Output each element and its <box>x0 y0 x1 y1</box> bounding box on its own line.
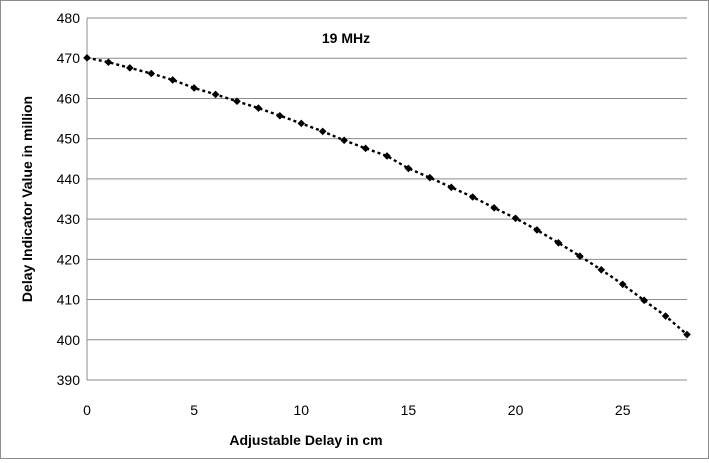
x-axis-title: Adjustable Delay in cm <box>229 432 382 448</box>
data-point <box>190 84 198 92</box>
data-point <box>383 152 391 160</box>
data-point <box>233 97 241 106</box>
data-point <box>104 58 113 67</box>
data-point <box>126 64 134 72</box>
data-point <box>318 127 327 136</box>
data-point <box>168 76 177 84</box>
x-axis-ticks: 0 5 10 15 20 25 <box>83 402 631 418</box>
data-point <box>447 183 456 192</box>
data-point <box>683 330 691 339</box>
y-tick-label: 440 <box>57 171 81 187</box>
x-tick-label: 5 <box>190 402 198 418</box>
data-point <box>297 119 306 128</box>
y-tick-label: 390 <box>57 372 81 388</box>
x-tick-label: 25 <box>615 402 631 418</box>
data-point <box>83 54 91 62</box>
y-tick-label: 410 <box>57 292 81 308</box>
series-line <box>86 56 688 336</box>
data-point <box>404 164 413 173</box>
y-axis-ticks: 390 400 410 420 430 440 450 460 470 480 <box>57 10 81 388</box>
data-point <box>640 296 648 305</box>
data-point <box>340 136 348 145</box>
gridlines <box>86 17 687 381</box>
data-point <box>426 173 434 182</box>
y-tick-label: 460 <box>57 90 81 106</box>
y-tick-label: 430 <box>57 211 81 227</box>
data-point <box>361 144 370 153</box>
y-tick-label: 450 <box>57 131 81 147</box>
series-markers <box>83 54 691 339</box>
data-point <box>468 193 477 201</box>
x-tick-label: 0 <box>83 402 91 418</box>
y-axis-title: Delay Indicator Value in million <box>19 96 35 302</box>
data-point <box>490 204 498 212</box>
data-point <box>554 239 563 247</box>
y-tick-label: 400 <box>57 332 81 348</box>
data-point <box>511 214 520 223</box>
data-point <box>576 252 584 260</box>
frequency-annotation: 19 MHz <box>322 30 370 46</box>
y-tick-label: 420 <box>57 251 81 267</box>
y-tick-label: 480 <box>57 10 81 26</box>
data-point <box>533 226 541 234</box>
x-tick-label: 20 <box>508 402 524 418</box>
data-point <box>254 104 263 112</box>
x-tick-label: 15 <box>401 402 417 418</box>
data-point <box>597 265 606 274</box>
data-point <box>211 90 220 99</box>
data-point <box>618 280 627 289</box>
data-point <box>661 312 670 320</box>
data-point <box>276 111 284 120</box>
data-point <box>147 69 156 78</box>
x-tick-label: 10 <box>293 402 309 418</box>
y-tick-label: 470 <box>57 50 81 66</box>
